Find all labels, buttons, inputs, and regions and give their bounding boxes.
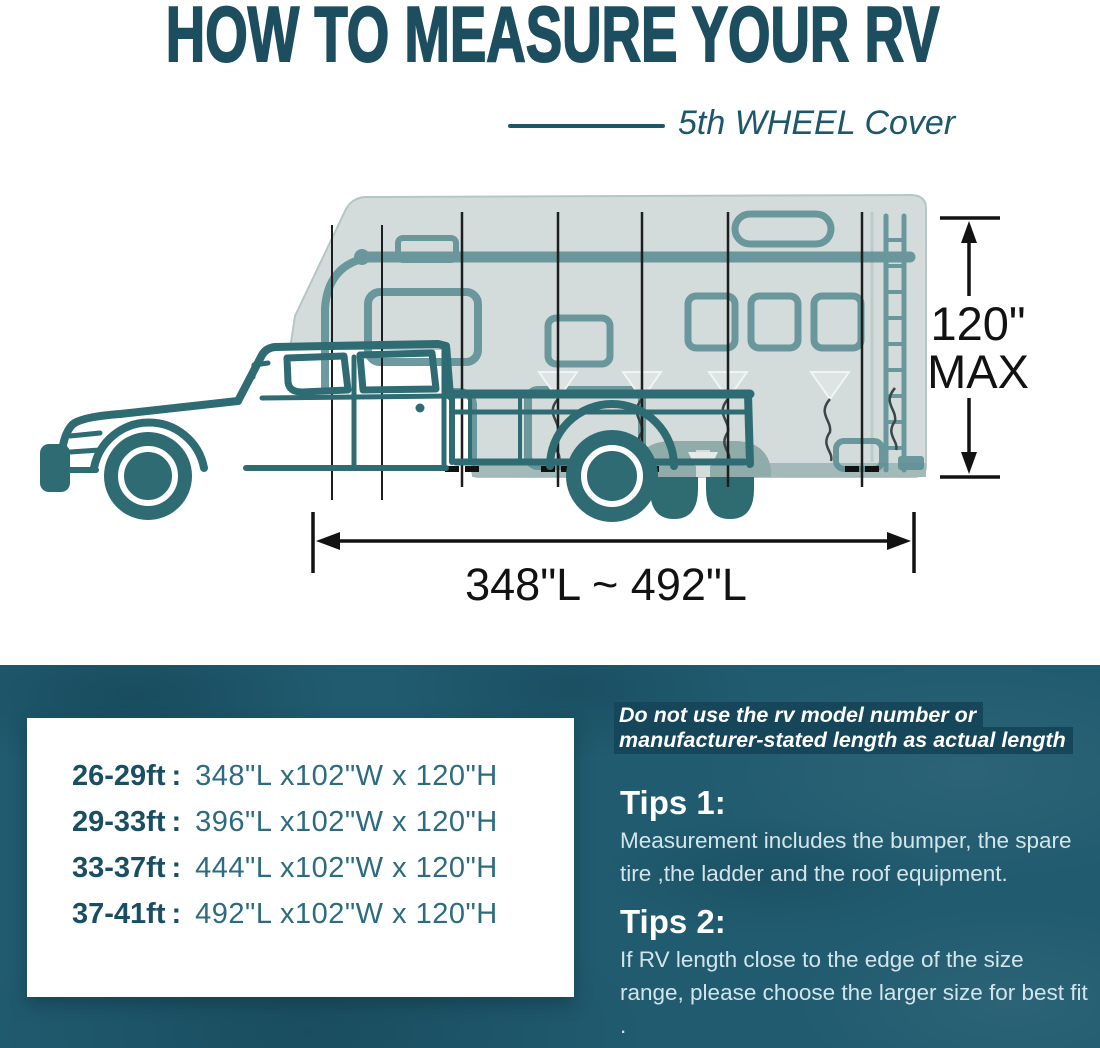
height-dimension-arrow: 120" MAX (927, 216, 1029, 479)
tips-column: Do not use the rv model number or manufa… (614, 702, 1092, 1042)
tip1-body: Measurement includes the bumper, the spa… (620, 828, 1072, 886)
truck-rear-wheel (566, 430, 658, 522)
cover-type-subtitle: 5th WHEEL Cover (678, 104, 956, 142)
info-panel: 26-29ft : 348"L x102"W x 120"H 29-33ft :… (0, 665, 1100, 1048)
tip2-body: If RV length close to the edge of the si… (620, 947, 1088, 1038)
tip1-heading: Tips 1: (620, 784, 726, 821)
size-row: 29-33ft : 396"L x102"W x 120"H (72, 806, 574, 838)
pickup-truck (40, 340, 755, 522)
size-range: 26-29ft (72, 760, 166, 792)
size-colon: : (171, 898, 182, 930)
page-title: HOW TO MEASURE YOUR RV (165, 0, 940, 78)
size-range: 33-37ft (72, 852, 166, 884)
size-colon: : (171, 852, 182, 884)
subtitle-dash (508, 124, 665, 128)
length-range-label: 348"L ~ 492"L (465, 559, 747, 610)
size-range: 37-41ft (72, 898, 166, 930)
tip2-heading: Tips 2: (620, 903, 726, 940)
height-max-label: MAX (927, 345, 1029, 398)
size-chart-card: 26-29ft : 348"L x102"W x 120"H 29-33ft :… (27, 718, 574, 997)
size-colon: : (171, 806, 182, 838)
size-colon: : (171, 760, 182, 792)
size-dimensions: 396"L x102"W x 120"H (195, 806, 498, 838)
length-dimension-arrow: 348"L ~ 492"L (311, 512, 916, 610)
truck-front-wheel (104, 432, 192, 520)
size-dimensions: 444"L x102"W x 120"H (195, 852, 498, 884)
warning-text-line2: manufacturer-stated length as actual len… (614, 727, 1092, 754)
size-dimensions: 348"L x102"W x 120"H (195, 760, 498, 792)
page-title-wrap: HOW TO MEASURE YOUR RV (0, 0, 1100, 78)
size-row: 26-29ft : 348"L x102"W x 120"H (72, 760, 574, 792)
size-dimensions: 492"L x102"W x 120"H (195, 898, 498, 930)
height-value-label: 120" (930, 297, 1025, 350)
size-row: 33-37ft : 444"L x102"W x 120"H (72, 852, 574, 884)
size-range: 29-33ft (72, 806, 166, 838)
rear-ladder (883, 213, 907, 473)
warning-text-line1: Do not use the rv model number or (614, 702, 1092, 729)
size-row: 37-41ft : 492"L x102"W x 120"H (72, 898, 574, 930)
